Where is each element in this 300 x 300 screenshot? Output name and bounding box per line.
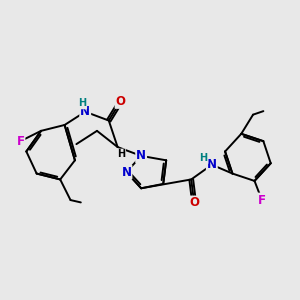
Text: H: H (117, 149, 125, 159)
Text: F: F (258, 194, 266, 207)
Text: O: O (189, 196, 199, 209)
Text: F: F (16, 135, 24, 148)
Text: H: H (200, 153, 208, 163)
Text: O: O (116, 95, 126, 108)
Text: N: N (136, 149, 146, 162)
Text: N: N (80, 105, 90, 118)
Text: N: N (122, 166, 131, 178)
Text: N: N (207, 158, 217, 171)
Text: H: H (78, 98, 86, 109)
